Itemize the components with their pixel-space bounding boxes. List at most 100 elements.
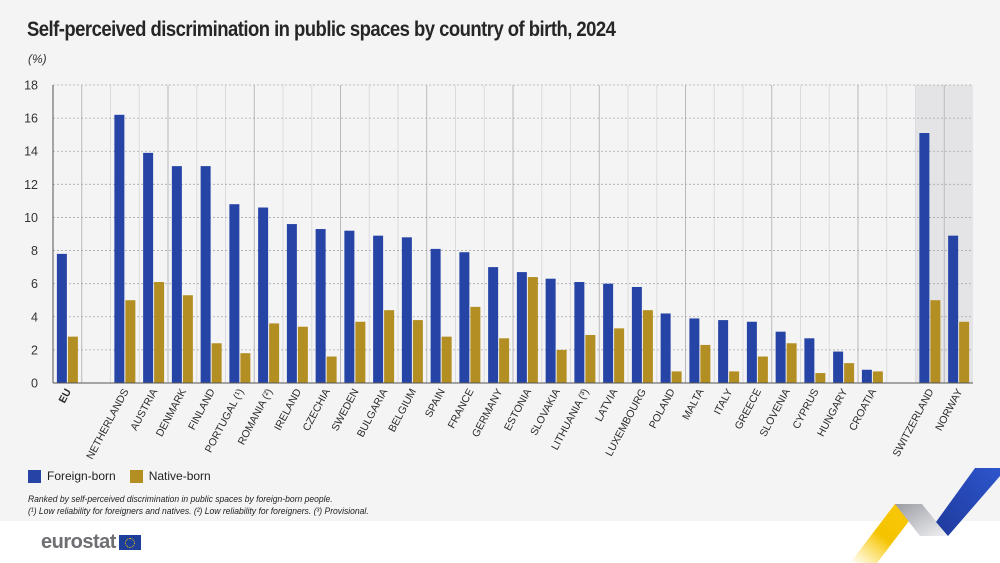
x-tick-label: NETHERLANDS — [84, 387, 131, 462]
bar-foreign-born — [373, 235, 384, 383]
bar-foreign-born — [804, 338, 815, 383]
bar-native-born — [844, 363, 855, 383]
legend-swatch-native-born — [129, 469, 143, 483]
bar-native-born — [729, 371, 740, 383]
footnotes: Ranked by self-perceived discrimination … — [28, 494, 369, 517]
bar-native-born — [930, 300, 941, 383]
bar-native-born — [297, 326, 308, 383]
x-tick-label: SWITZERLAND — [891, 386, 937, 458]
x-tick-label: POLAND — [647, 386, 678, 430]
bar-native-born — [585, 334, 596, 383]
bar-foreign-born — [545, 278, 556, 383]
bar-foreign-born — [258, 207, 269, 383]
x-tick-label: CZECHIA — [301, 387, 333, 433]
bar-foreign-born — [344, 230, 355, 383]
y-tick-label: 8 — [31, 244, 38, 258]
bar-foreign-born — [919, 133, 930, 383]
bar-native-born — [470, 306, 481, 383]
bar-foreign-born — [114, 114, 125, 384]
bar-native-born — [125, 300, 136, 383]
bar-foreign-born — [488, 267, 499, 383]
bar-native-born — [240, 353, 251, 383]
bar-foreign-born — [286, 224, 297, 383]
footnote-ranking: Ranked by self-perceived discrimination … — [28, 494, 333, 505]
bar-foreign-born — [603, 283, 614, 383]
bar-foreign-born — [833, 351, 844, 383]
x-tick-label: EU — [57, 387, 74, 406]
logo-text: eurostat — [41, 531, 116, 553]
bar-foreign-born — [660, 313, 671, 383]
bar-foreign-born — [430, 248, 441, 383]
y-tick-label: 10 — [24, 211, 38, 225]
bar-foreign-born — [229, 204, 240, 383]
y-tick-label: 14 — [24, 145, 38, 159]
y-tick-label: 12 — [24, 178, 38, 192]
bar-native-born — [269, 323, 280, 383]
bar-foreign-born — [718, 320, 729, 383]
bar-native-born — [326, 356, 337, 383]
x-tick-label: MALTA — [680, 387, 706, 422]
bar-foreign-born — [861, 369, 872, 383]
bar-native-born — [412, 320, 423, 383]
bar-native-born — [182, 295, 193, 383]
bar-foreign-born — [171, 166, 182, 383]
legend-swatch-foreign-born — [28, 469, 41, 483]
unit-label: (%) — [28, 52, 47, 66]
bar-foreign-born — [631, 286, 642, 383]
legend-item-foreign-born: Foreign-born — [28, 469, 116, 483]
x-tick-label: AUSTRIA — [128, 387, 160, 433]
bar-foreign-born — [56, 253, 67, 383]
x-tick-label: SPAIN — [423, 387, 448, 420]
bar-foreign-born — [401, 237, 412, 383]
y-tick-label: 2 — [31, 343, 38, 357]
y-tick-label: 16 — [24, 112, 38, 126]
decorative-ribbon-icon — [850, 468, 1000, 563]
bar-native-born — [441, 336, 452, 383]
x-tick-label: FRANCE — [446, 387, 477, 431]
x-tick-label: BELGIUM — [386, 387, 419, 434]
bar-foreign-born — [775, 331, 786, 383]
bar-native-born — [959, 321, 970, 383]
bar-native-born — [355, 321, 366, 383]
x-tick-label: CROATIA — [847, 387, 879, 433]
y-tick-label: 18 — [24, 79, 38, 93]
x-tick-label: SWEDEN — [329, 387, 361, 433]
legend-label-foreign-born: Foreign-born — [47, 469, 116, 483]
bar-foreign-born — [948, 235, 959, 383]
footnote-reliability: (¹) Low reliability for foreigners and n… — [28, 505, 369, 517]
bar-native-born — [527, 277, 538, 383]
legend-label-native-born: Native-born — [148, 469, 211, 483]
bar-native-born — [815, 373, 826, 383]
x-tick-label: ITALY — [712, 387, 736, 417]
bar-foreign-born — [315, 229, 326, 383]
x-tick-label: FINLAND — [186, 386, 218, 432]
bar-foreign-born — [143, 152, 154, 383]
bar-foreign-born — [574, 282, 585, 383]
bar-native-born — [642, 310, 653, 383]
x-tick-label: IRELAND — [272, 386, 304, 432]
x-tick-label: CYPRUS — [790, 387, 821, 431]
x-tick-label: LATVIA — [593, 387, 620, 424]
bar-native-born — [67, 336, 78, 383]
legend-item-native-born: Native-born — [129, 469, 211, 483]
bar-native-born — [671, 371, 682, 383]
bar-native-born — [614, 328, 625, 383]
bar-foreign-born — [459, 252, 470, 383]
bar-foreign-born — [516, 272, 527, 383]
eu-flag-icon — [118, 535, 141, 550]
bar-native-born — [872, 371, 883, 383]
bar-foreign-born — [200, 166, 211, 383]
x-tick-label: ESTONIA — [502, 387, 534, 433]
bar-native-born — [499, 338, 510, 383]
bar-native-born — [700, 344, 711, 383]
y-tick-label: 4 — [31, 310, 38, 324]
y-tick-label: 6 — [31, 277, 38, 291]
bar-native-born — [556, 349, 567, 383]
bar-foreign-born — [689, 318, 700, 383]
bar-native-born — [211, 343, 222, 383]
bar-native-born — [154, 282, 165, 383]
bar-native-born — [757, 356, 768, 383]
bar-native-born — [786, 343, 797, 383]
y-tick-label: 0 — [31, 377, 38, 391]
